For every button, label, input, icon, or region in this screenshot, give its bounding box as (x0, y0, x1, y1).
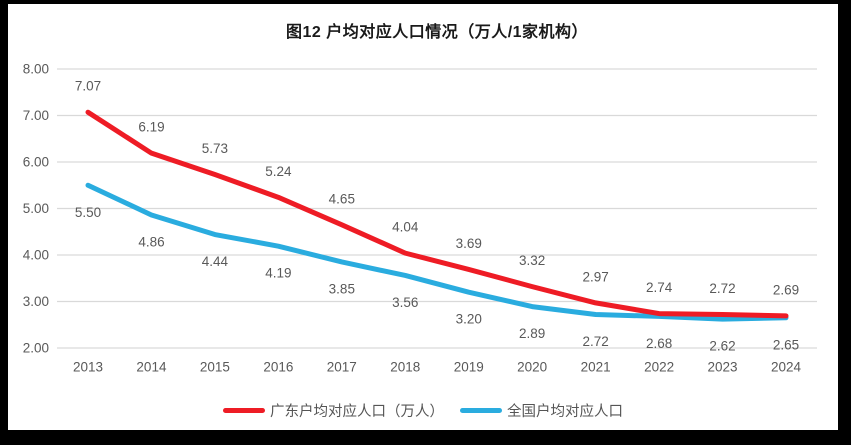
legend-item-guangdong: 广东户均对应人口（万人） (223, 400, 444, 421)
data-label: 2.68 (646, 336, 672, 351)
y-tick-label: 6.00 (23, 155, 49, 170)
x-tick-label: 2019 (454, 360, 484, 375)
y-tick-label: 3.00 (23, 294, 49, 309)
chart-title: 图12 户均对应人口情况（万人/1家机构） (285, 24, 589, 41)
y-tick-label: 2.00 (23, 341, 49, 356)
data-label: 3.69 (456, 236, 482, 251)
series-line (85, 182, 789, 322)
legend-label-guangdong: 广东户均对应人口（万人） (270, 404, 444, 420)
data-label: 3.85 (329, 281, 355, 296)
data-label: 3.32 (519, 253, 545, 268)
data-label: 5.50 (75, 205, 101, 220)
legend-line-swatch-blue (460, 408, 502, 413)
x-tick-label: 2015 (200, 360, 230, 375)
data-label: 5.73 (202, 141, 228, 156)
data-label: 4.44 (202, 254, 229, 269)
x-tick-label: 2023 (708, 360, 738, 375)
data-label: 2.69 (773, 282, 799, 297)
data-label: 7.07 (75, 79, 101, 94)
data-label: 2.62 (709, 339, 735, 354)
x-tick-label: 2022 (644, 360, 674, 375)
data-label: 5.24 (265, 164, 292, 179)
x-tick-label: 2018 (390, 360, 420, 375)
x-tick-label: 2021 (581, 360, 611, 375)
x-tick-label: 2024 (771, 360, 802, 375)
legend-line-swatch-red (223, 408, 265, 413)
data-label: 2.65 (773, 337, 799, 352)
legend-label-national: 全国户均对应人口 (507, 404, 623, 420)
data-label: 4.19 (265, 266, 291, 281)
data-label: 4.86 (138, 235, 164, 250)
x-tick-label: 2020 (517, 360, 547, 375)
series-line (85, 109, 789, 319)
data-label: 6.19 (138, 120, 164, 135)
data-label: 3.56 (392, 295, 418, 310)
y-tick-label: 5.00 (23, 201, 49, 216)
x-tick-label: 2013 (73, 360, 103, 375)
line-chart-plot-area: 2.00 3.00 4.00 5.00 6.00 7.00 8.00 2013 2014 2015… (23, 62, 817, 375)
data-label: 2.89 (519, 326, 545, 341)
data-label: 2.72 (709, 281, 735, 296)
data-label: 2.72 (582, 334, 608, 349)
y-tick-label: 8.00 (23, 62, 49, 77)
chart-panel: 图12 户均对应人口情况（万人/1家机构） 2.00 3.00 4.00 5.00 6.… (8, 4, 838, 430)
x-tick-label: 2016 (263, 360, 293, 375)
data-label: 3.20 (456, 312, 482, 327)
data-label: 2.74 (646, 280, 673, 295)
y-tick-label: 7.00 (23, 108, 49, 123)
y-tick-label: 4.00 (23, 248, 49, 263)
chart-legend: 广东户均对应人口（万人） 全国户均对应人口 (8, 400, 838, 421)
data-label: 4.65 (329, 191, 355, 206)
data-label: 4.04 (392, 220, 419, 235)
legend-item-national: 全国户均对应人口 (460, 400, 623, 421)
x-tick-label: 2017 (327, 360, 357, 375)
x-tick-label: 2014 (136, 360, 167, 375)
data-label: 2.97 (582, 269, 608, 284)
